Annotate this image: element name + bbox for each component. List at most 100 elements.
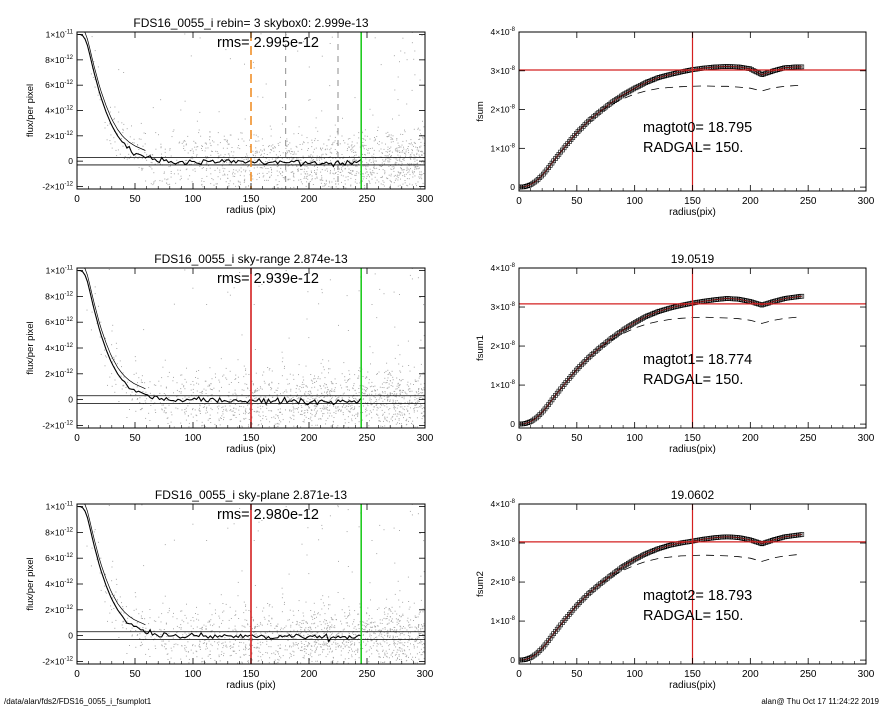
scatter-point: [386, 416, 388, 418]
scatter-point: [297, 202, 298, 203]
scatter-point: [277, 155, 279, 157]
scatter-point: [329, 394, 331, 396]
scatter-point: [166, 653, 168, 655]
scatter-point: [403, 398, 405, 400]
scatter-point: [324, 391, 325, 393]
scatter-point: [119, 360, 121, 362]
scatter-point: [311, 623, 313, 625]
scatter-point: [411, 149, 413, 151]
scatter-point: [409, 192, 410, 193]
scatter-point: [117, 149, 119, 151]
scatter-point: [199, 161, 201, 163]
scatter-point: [210, 422, 212, 423]
scatter-point: [209, 388, 211, 390]
scatter-point: [329, 173, 331, 175]
scatter-point: [292, 157, 294, 159]
scatter-point: [192, 392, 194, 394]
scatter-point: [376, 649, 378, 651]
scatter-point: [276, 157, 278, 159]
scatter-point: [384, 613, 386, 615]
scatter-point: [372, 160, 374, 162]
scatter-point: [404, 129, 405, 131]
scatter-point: [377, 625, 379, 627]
scatter-point: [406, 168, 408, 170]
scatter-point: [329, 669, 330, 670]
scatter-point: [258, 625, 260, 627]
scatter-point: [327, 417, 329, 419]
scatter-point: [188, 422, 190, 424]
scatter-point: [251, 404, 253, 406]
scatter-point: [372, 114, 374, 116]
scatter-point: [351, 148, 353, 150]
scatter-point: [192, 381, 194, 382]
scatter-point: [290, 390, 292, 392]
scatter-point: [83, 493, 84, 494]
scatter-point: [256, 390, 258, 392]
scatter-point: [141, 169, 143, 171]
scatter-point: [168, 607, 170, 609]
scatter-point: [301, 410, 303, 412]
scatter-point: [400, 627, 402, 629]
scatter-point: [328, 368, 329, 370]
scatter-point: [173, 662, 175, 664]
scatter-point: [258, 650, 260, 652]
scatter-point: [303, 648, 305, 650]
scatter-point: [376, 136, 378, 137]
scatter-point: [378, 371, 380, 373]
scatter-point: [239, 636, 241, 638]
scatter-point: [278, 403, 279, 405]
scatter-point: [400, 146, 402, 148]
y-tick-label: 1×10-11: [46, 30, 74, 40]
scatter-point: [204, 662, 206, 663]
scatter-point: [258, 660, 260, 662]
scatter-point: [382, 636, 384, 638]
scatter-point: [401, 406, 403, 408]
scatter-point: [357, 649, 359, 651]
scatter-point: [301, 410, 303, 412]
scatter-point: [247, 660, 249, 662]
scatter-point: [411, 658, 412, 660]
scatter-point: [212, 179, 214, 181]
scatter-point: [286, 150, 288, 152]
scatter-point: [244, 180, 246, 182]
scatter-point: [317, 625, 319, 627]
scatter-point: [175, 643, 177, 645]
scatter-point: [244, 171, 246, 173]
scatter-point: [218, 656, 220, 658]
scatter-point: [406, 629, 408, 631]
scatter-point: [305, 601, 307, 603]
scatter-point: [211, 151, 213, 152]
curve-marker: [759, 302, 765, 308]
scatter-point: [367, 371, 369, 373]
scatter-point: [299, 165, 301, 167]
scatter-point: [235, 169, 237, 171]
scatter-point: [240, 162, 242, 164]
scatter-point: [398, 145, 400, 146]
scatter-point: [397, 618, 399, 620]
scatter-point: [209, 159, 211, 161]
scatter-point: [164, 359, 166, 361]
scatter-point: [352, 160, 354, 162]
scatter-point: [390, 25, 391, 26]
scatter-point: [98, 92, 100, 94]
scatter-point: [358, 172, 360, 174]
scatter-point: [271, 171, 273, 173]
y-tick-mantissa: 0: [68, 395, 73, 405]
scatter-point: [149, 609, 151, 610]
scatter-point: [405, 154, 407, 156]
scatter-point: [238, 618, 240, 619]
scatter-point: [420, 151, 422, 153]
scatter-point: [199, 410, 201, 412]
scatter-point: [378, 181, 380, 183]
scatter-point: [367, 152, 369, 154]
scatter-point: [355, 634, 357, 636]
scatter-point: [149, 154, 151, 156]
y-tick-mantissa: -2×10: [42, 420, 64, 430]
scatter-point: [201, 425, 203, 427]
scatter-point: [305, 185, 307, 187]
scatter-point: [164, 148, 166, 150]
scatter-point: [181, 619, 183, 621]
scatter-point: [277, 623, 279, 625]
scatter-point: [116, 584, 118, 585]
scatter-point: [388, 622, 390, 624]
